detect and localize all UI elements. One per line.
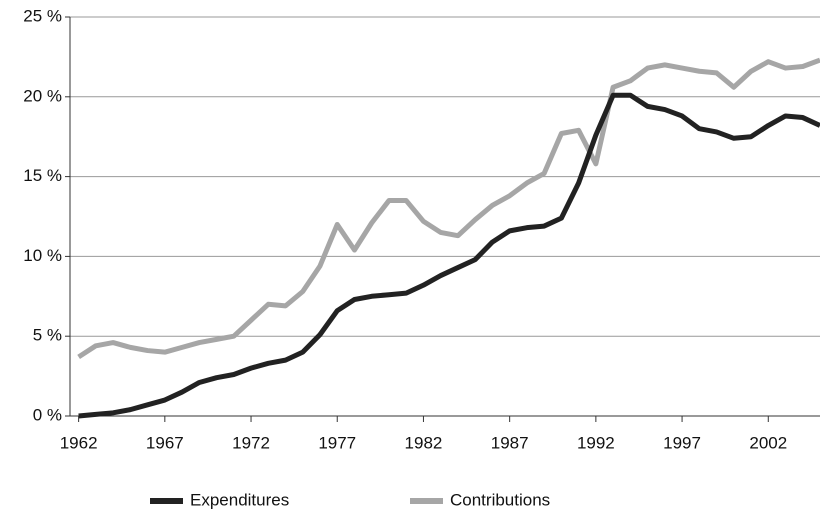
series-line [78,92,820,419]
x-tick-label: 1987 [491,433,529,452]
series-line [77,57,820,360]
x-tick-label: 1967 [146,433,184,452]
legend-label: Contributions [450,490,550,509]
x-tick-label: 1972 [232,433,270,452]
y-tick-label: 20 % [23,86,62,105]
y-tick-label: 5 % [33,326,62,345]
y-tick-label: 15 % [23,166,62,185]
y-tick-label: 0 % [33,405,62,424]
x-tick-label: 1992 [577,433,615,452]
legend-label: Expenditures [190,490,289,509]
x-tick-label: 1997 [663,433,701,452]
x-tick-label: 1962 [60,433,98,452]
y-tick-label: 10 % [23,246,62,265]
y-tick-label: 25 % [23,6,62,25]
x-tick-label: 2002 [749,433,787,452]
x-tick-label: 1982 [405,433,443,452]
x-tick-label: 1977 [318,433,356,452]
